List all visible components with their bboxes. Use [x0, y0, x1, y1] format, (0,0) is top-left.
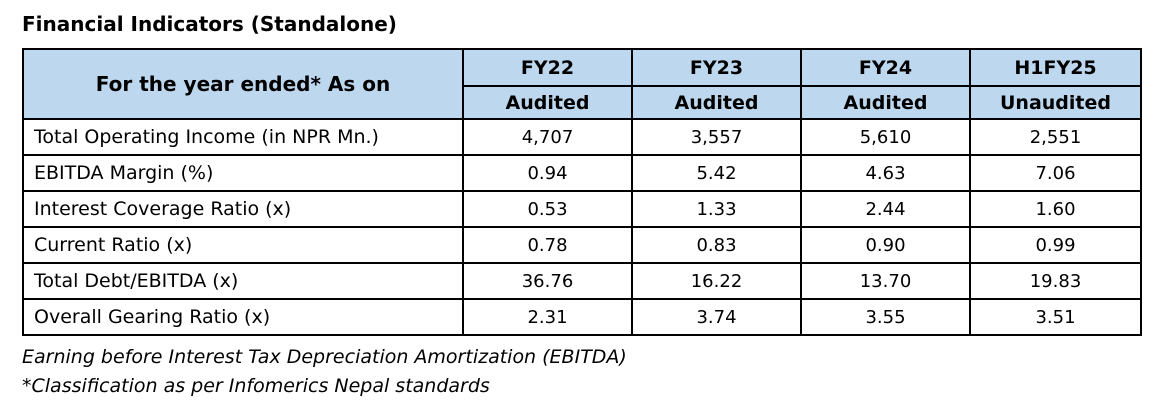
- table-row: Total Operating Income (in NPR Mn.) 4,70…: [22, 118, 1142, 156]
- row-label-overall-gearing-ratio: Overall Gearing Ratio (x): [22, 298, 464, 336]
- table-header: For the year ended* As on FY22 FY23 FY24…: [22, 48, 1142, 120]
- cell-value: 3.74: [631, 298, 802, 336]
- cell-value: 4.63: [800, 154, 971, 192]
- page-title: Financial Indicators (Standalone): [22, 12, 397, 36]
- cell-value: 16.22: [631, 262, 802, 300]
- cell-value: 5.42: [631, 154, 802, 192]
- cell-value: 3.51: [969, 298, 1142, 336]
- cell-value: 2.44: [800, 190, 971, 228]
- row-label-interest-coverage-ratio: Interest Coverage Ratio (x): [22, 190, 464, 228]
- column-header-fy22: FY22: [462, 48, 633, 87]
- column-header-year-ended: For the year ended* As on: [22, 48, 464, 120]
- cell-value: 0.83: [631, 226, 802, 264]
- audit-status-fy24: Audited: [800, 85, 971, 120]
- cell-value: 19.83: [969, 262, 1142, 300]
- footnote-ebitda-definition: Earning before Interest Tax Depreciation…: [22, 346, 627, 368]
- cell-value: 0.94: [462, 154, 633, 192]
- row-label-ebitda-margin: EBITDA Margin (%): [22, 154, 464, 192]
- table-header-row-periods: For the year ended* As on FY22 FY23 FY24…: [22, 48, 1142, 120]
- row-label-total-operating-income: Total Operating Income (in NPR Mn.): [22, 118, 464, 156]
- cell-value: 3,557: [631, 118, 802, 156]
- cell-value: 0.78: [462, 226, 633, 264]
- cell-value: 7.06: [969, 154, 1142, 192]
- audit-status-fy22: Audited: [462, 85, 633, 120]
- table-row: EBITDA Margin (%) 0.94 5.42 4.63 7.06: [22, 154, 1142, 192]
- column-header-fy23: FY23: [631, 48, 802, 87]
- footnote-classification: *Classification as per Infomerics Nepal …: [22, 375, 490, 397]
- cell-value: 36.76: [462, 262, 633, 300]
- audit-status-h1fy25: Unaudited: [969, 85, 1142, 120]
- cell-value: 4,707: [462, 118, 633, 156]
- column-header-h1fy25: H1FY25: [969, 48, 1142, 87]
- cell-value: 0.53: [462, 190, 633, 228]
- cell-value: 5,610: [800, 118, 971, 156]
- row-label-current-ratio: Current Ratio (x): [22, 226, 464, 264]
- table-body: Total Operating Income (in NPR Mn.) 4,70…: [22, 118, 1142, 336]
- footnotes: Earning before Interest Tax Depreciation…: [22, 343, 627, 401]
- cell-value: 0.90: [800, 226, 971, 264]
- audit-status-fy23: Audited: [631, 85, 802, 120]
- table-row: Overall Gearing Ratio (x) 2.31 3.74 3.55…: [22, 298, 1142, 336]
- cell-value: 0.99: [969, 226, 1142, 264]
- row-label-total-debt-ebitda: Total Debt/EBITDA (x): [22, 262, 464, 300]
- table-row: Total Debt/EBITDA (x) 36.76 16.22 13.70 …: [22, 262, 1142, 300]
- table-row: Interest Coverage Ratio (x) 0.53 1.33 2.…: [22, 190, 1142, 228]
- cell-value: 3.55: [800, 298, 971, 336]
- cell-value: 13.70: [800, 262, 971, 300]
- table-header-row-audit-status: Audited Audited Audited Unaudited: [23, 85, 1142, 120]
- cell-value: 1.60: [969, 190, 1142, 228]
- table-row: Current Ratio (x) 0.78 0.83 0.90 0.99: [22, 226, 1142, 264]
- cell-value: 2.31: [462, 298, 633, 336]
- cell-value: 2,551: [969, 118, 1142, 156]
- financial-indicators-table: For the year ended* As on FY22 FY23 FY24…: [22, 48, 1142, 336]
- column-header-fy24: FY24: [800, 48, 971, 87]
- cell-value: 1.33: [631, 190, 802, 228]
